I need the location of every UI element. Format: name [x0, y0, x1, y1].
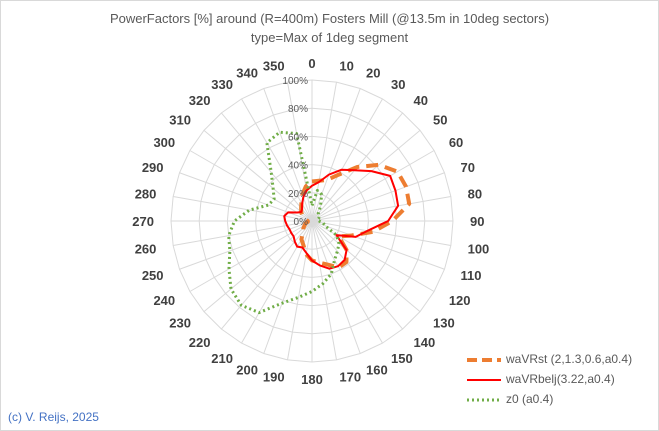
direction-label: 10 — [339, 58, 353, 73]
grid-spoke — [311, 172, 445, 222]
direction-label: 260 — [135, 241, 157, 256]
grid-spoke — [189, 150, 313, 222]
copyright-credit: (c) V. Reijs, 2025 — [8, 410, 99, 424]
grid-spoke — [311, 220, 435, 292]
direction-label: 240 — [153, 293, 175, 308]
grid-spoke — [311, 220, 451, 246]
direction-label: 90 — [470, 214, 484, 229]
direction-label: 340 — [236, 66, 258, 81]
direction-label: 110 — [460, 268, 481, 283]
direction-label: 140 — [414, 335, 436, 350]
direction-label: 350 — [263, 58, 285, 73]
legend-label-vrst: waVRst (2,1.3,0.6,a0.4) — [506, 352, 633, 366]
direction-label: 250 — [142, 268, 164, 283]
chart-title: PowerFactors [%] around (R=400m) Fosters… — [109, 11, 550, 26]
radial-tick-label: 0% — [294, 217, 309, 228]
grid-spoke — [311, 82, 337, 222]
grid-spoke — [311, 220, 383, 344]
direction-label: 220 — [189, 335, 211, 350]
radar-series — [227, 130, 412, 315]
direction-label: 270 — [132, 214, 154, 229]
direction-label: 30 — [391, 77, 405, 92]
radial-tick-label: 20% — [288, 189, 308, 200]
radar-spokes — [171, 80, 453, 362]
direction-label: 50 — [433, 112, 447, 127]
direction-label: 160 — [366, 362, 388, 377]
legend-label-vrbelj: waVRbelj(3.22,a0.4) — [506, 372, 615, 386]
radial-tick-label: 100% — [282, 76, 308, 87]
direction-label: 200 — [236, 362, 258, 377]
grid-spoke — [287, 82, 313, 222]
grid-spoke — [311, 220, 337, 360]
direction-label: 0 — [308, 56, 315, 71]
direction-label: 80 — [468, 187, 482, 202]
direction-label: 20 — [366, 66, 380, 81]
grid-spoke — [241, 98, 313, 222]
series-line-1 — [283, 168, 400, 270]
grid-spoke — [203, 129, 313, 222]
radial-tick-label: 80% — [288, 104, 308, 115]
legend-swatch-z0 — [467, 398, 501, 402]
direction-label: 130 — [433, 316, 455, 331]
legend-item-vrbelj: waVRbelj(3.22,a0.4) — [462, 370, 657, 390]
legend: waVRst (2,1.3,0.6,a0.4) waVRbelj(3.22,a0… — [462, 350, 657, 410]
legend-item-z0: z0 (a0.4) — [462, 390, 657, 410]
grid-spoke — [311, 129, 421, 222]
radial-tick-label: 60% — [288, 132, 308, 143]
radial-tick-label: 40% — [288, 161, 308, 172]
direction-label: 330 — [211, 77, 233, 92]
direction-label: 40 — [414, 93, 428, 108]
legend-swatch-vrst — [467, 358, 501, 362]
grid-spoke — [311, 220, 421, 313]
direction-label: 300 — [153, 135, 175, 150]
grid-spoke — [311, 220, 404, 330]
chart-subtitle: type=Max of 1deg segment — [250, 30, 409, 45]
grid-spoke — [311, 98, 383, 222]
direction-label: 170 — [339, 370, 361, 385]
direction-label: 60 — [449, 135, 463, 150]
direction-label: 320 — [189, 93, 211, 108]
grid-spoke — [173, 196, 313, 222]
grid-spoke — [173, 220, 313, 246]
direction-label: 70 — [460, 160, 474, 175]
direction-label: 280 — [135, 187, 157, 202]
direction-label: 230 — [169, 316, 191, 331]
direction-label: 290 — [142, 160, 164, 175]
grid-spoke — [311, 150, 435, 222]
series-line-2 — [227, 130, 341, 315]
direction-label: 120 — [449, 293, 471, 308]
grid-spoke — [220, 112, 313, 222]
direction-label: 190 — [263, 370, 285, 385]
grid-spoke — [220, 220, 313, 330]
grid-spoke — [311, 196, 451, 222]
grid-spoke — [287, 220, 313, 360]
direction-label: 150 — [391, 351, 413, 366]
legend-swatch-vrbelj — [467, 379, 501, 381]
legend-item-vrst: waVRst (2,1.3,0.6,a0.4) — [462, 350, 657, 370]
radial-tick-labels: 0% 20% 40% 60% 80% 100% — [282, 76, 308, 228]
direction-label: 180 — [301, 372, 323, 387]
legend-label-z0: z0 (a0.4) — [506, 392, 554, 406]
grid-spoke — [311, 220, 361, 354]
direction-label: 310 — [169, 112, 191, 127]
direction-label: 210 — [211, 351, 233, 366]
direction-label: 100 — [468, 241, 490, 256]
grid-spoke — [311, 220, 445, 270]
